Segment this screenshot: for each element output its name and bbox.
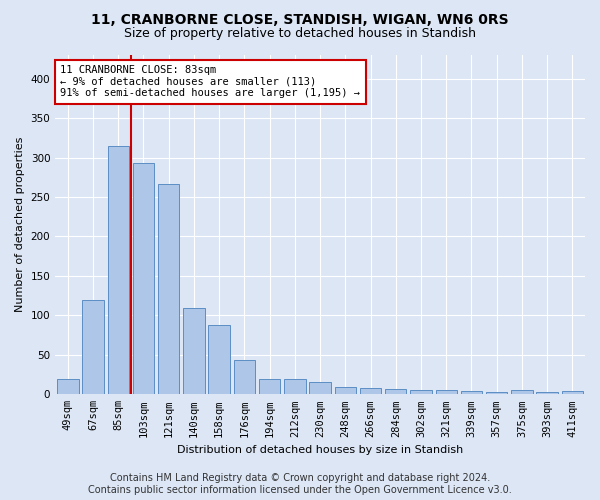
Bar (536, 392, 558, 394)
Y-axis label: Number of detached properties: Number of detached properties (15, 137, 25, 312)
Bar (57, 380, 79, 394)
Text: Contains HM Land Registry data © Crown copyright and database right 2024.
Contai: Contains HM Land Registry data © Crown c… (88, 474, 512, 495)
Bar (511, 390, 533, 394)
Bar (360, 388, 381, 394)
Bar (410, 390, 432, 394)
X-axis label: Distribution of detached houses by size in Standish: Distribution of detached houses by size … (177, 445, 463, 455)
Text: 11 CRANBORNE CLOSE: 83sqm
← 9% of detached houses are smaller (113)
91% of semi-: 11 CRANBORNE CLOSE: 83sqm ← 9% of detach… (61, 65, 361, 98)
Bar (284, 378, 305, 394)
Bar (82, 300, 104, 394)
Bar (208, 325, 230, 394)
Bar (233, 360, 255, 394)
Bar (461, 391, 482, 394)
Bar (486, 392, 508, 394)
Text: 11, CRANBORNE CLOSE, STANDISH, WIGAN, WN6 0RS: 11, CRANBORNE CLOSE, STANDISH, WIGAN, WN… (91, 12, 509, 26)
Bar (133, 163, 154, 394)
Bar (183, 308, 205, 394)
Bar (259, 378, 280, 394)
Bar (107, 146, 129, 394)
Bar (158, 184, 179, 394)
Bar (310, 382, 331, 394)
Bar (436, 390, 457, 394)
Text: Size of property relative to detached houses in Standish: Size of property relative to detached ho… (124, 28, 476, 40)
Bar (335, 387, 356, 394)
Bar (385, 389, 406, 394)
Bar (562, 391, 583, 394)
